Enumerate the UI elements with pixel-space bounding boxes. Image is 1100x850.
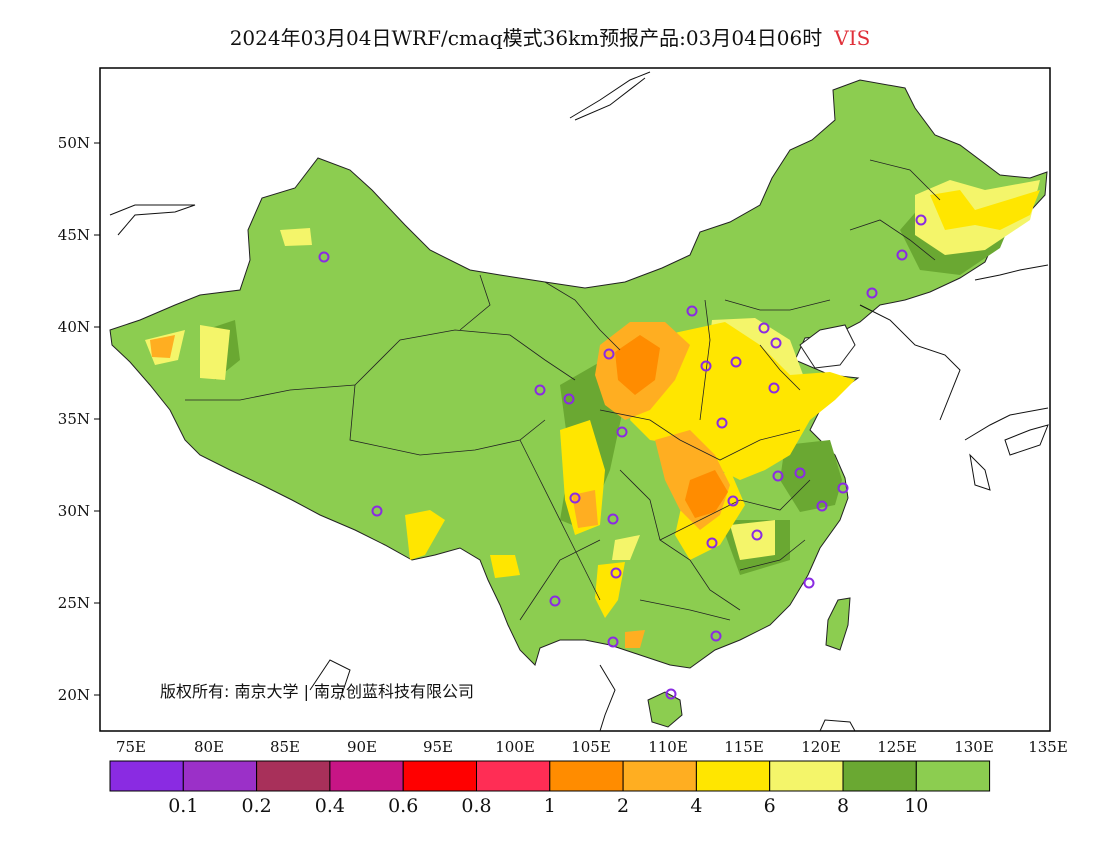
- colorbar-label: 0.6: [388, 795, 418, 817]
- map-title-text: 2024年03月04日WRF/cmaq模式36km预报产品:03月04日06时: [229, 26, 823, 50]
- variable-label: VIS: [834, 26, 871, 50]
- province-boundaries: [185, 159, 941, 621]
- lon-axis: 75E 80E 85E 90E 95E 100E 105E 110E 115E …: [116, 738, 1068, 756]
- colorbar-label: 4: [690, 795, 702, 817]
- colorbar-swatch: [695, 760, 771, 792]
- colorbar-swatch: [915, 760, 991, 792]
- colorbar-label: 0.2: [241, 795, 271, 817]
- visibility-1-2-zones: [615, 335, 728, 518]
- colorbar-swatch: [329, 760, 404, 792]
- lat-tick-label: 35N: [58, 410, 90, 428]
- lon-tick-label: 105E: [571, 738, 611, 756]
- lon-tick-label: 115E: [724, 738, 764, 756]
- colorbar-swatch: [769, 760, 844, 792]
- colorbar-label: 0.4: [315, 795, 345, 817]
- colorbar: 0.1 0.2 0.4 0.6 0.8 1 2 4 6 8 10: [109, 760, 991, 817]
- colorbar-swatch: [256, 760, 331, 792]
- colorbar-label: 0.8: [461, 795, 491, 817]
- lon-tick-label: 100E: [495, 738, 535, 756]
- lon-tick-label: 90E: [347, 738, 377, 756]
- lat-tick-label: 30N: [58, 502, 90, 520]
- lat-tick-label: 20N: [58, 686, 90, 704]
- colorbar-swatch: [182, 760, 258, 792]
- colorbar-swatch: [549, 760, 624, 792]
- lon-tick-label: 80E: [194, 738, 224, 756]
- neighbor-coastlines: [109, 71, 1049, 732]
- colorbar-label: 6: [764, 795, 776, 817]
- colorbar-label: 8: [837, 795, 849, 817]
- bohai-sea: [799, 324, 856, 369]
- lon-tick-label: 130E: [954, 738, 994, 756]
- colorbar-swatch: [842, 760, 917, 792]
- lon-tick-label: 75E: [116, 738, 146, 756]
- lon-tick-label: 95E: [423, 738, 453, 756]
- map-title: 2024年03月04日WRF/cmaq模式36km预报产品:03月04日06时 V…: [0, 22, 1100, 51]
- lat-tick-label: 50N: [58, 134, 90, 152]
- colorbar-label: 10: [904, 795, 928, 817]
- taiwan-island: [825, 597, 851, 651]
- colorbar-swatch: [476, 760, 551, 792]
- lat-tick-label: 45N: [58, 226, 90, 244]
- lon-tick-label: 135E: [1028, 738, 1068, 756]
- lon-tick-label: 110E: [648, 738, 688, 756]
- lat-tick-label: 25N: [58, 594, 90, 612]
- lon-tick-label: 120E: [801, 738, 841, 756]
- copyright-text: 版权所有: 南京大学 | 南京创蓝科技有限公司: [160, 682, 474, 701]
- colorbar-swatch: [402, 760, 478, 792]
- station-markers: [318, 214, 927, 700]
- colorbar-label: 0.1: [168, 795, 198, 817]
- lat-tick-label: 40N: [58, 318, 90, 336]
- colorbar-swatch: [109, 760, 184, 792]
- lat-axis: 20N 25N 30N 35N 40N 45N 50N: [58, 134, 100, 704]
- colorbar-label: 1: [544, 795, 556, 817]
- hainan-island: [647, 691, 683, 728]
- lon-tick-label: 85E: [270, 738, 300, 756]
- colorbar-label: 2: [617, 795, 629, 817]
- lon-tick-label: 125E: [877, 738, 917, 756]
- colorbar-swatch: [622, 760, 697, 792]
